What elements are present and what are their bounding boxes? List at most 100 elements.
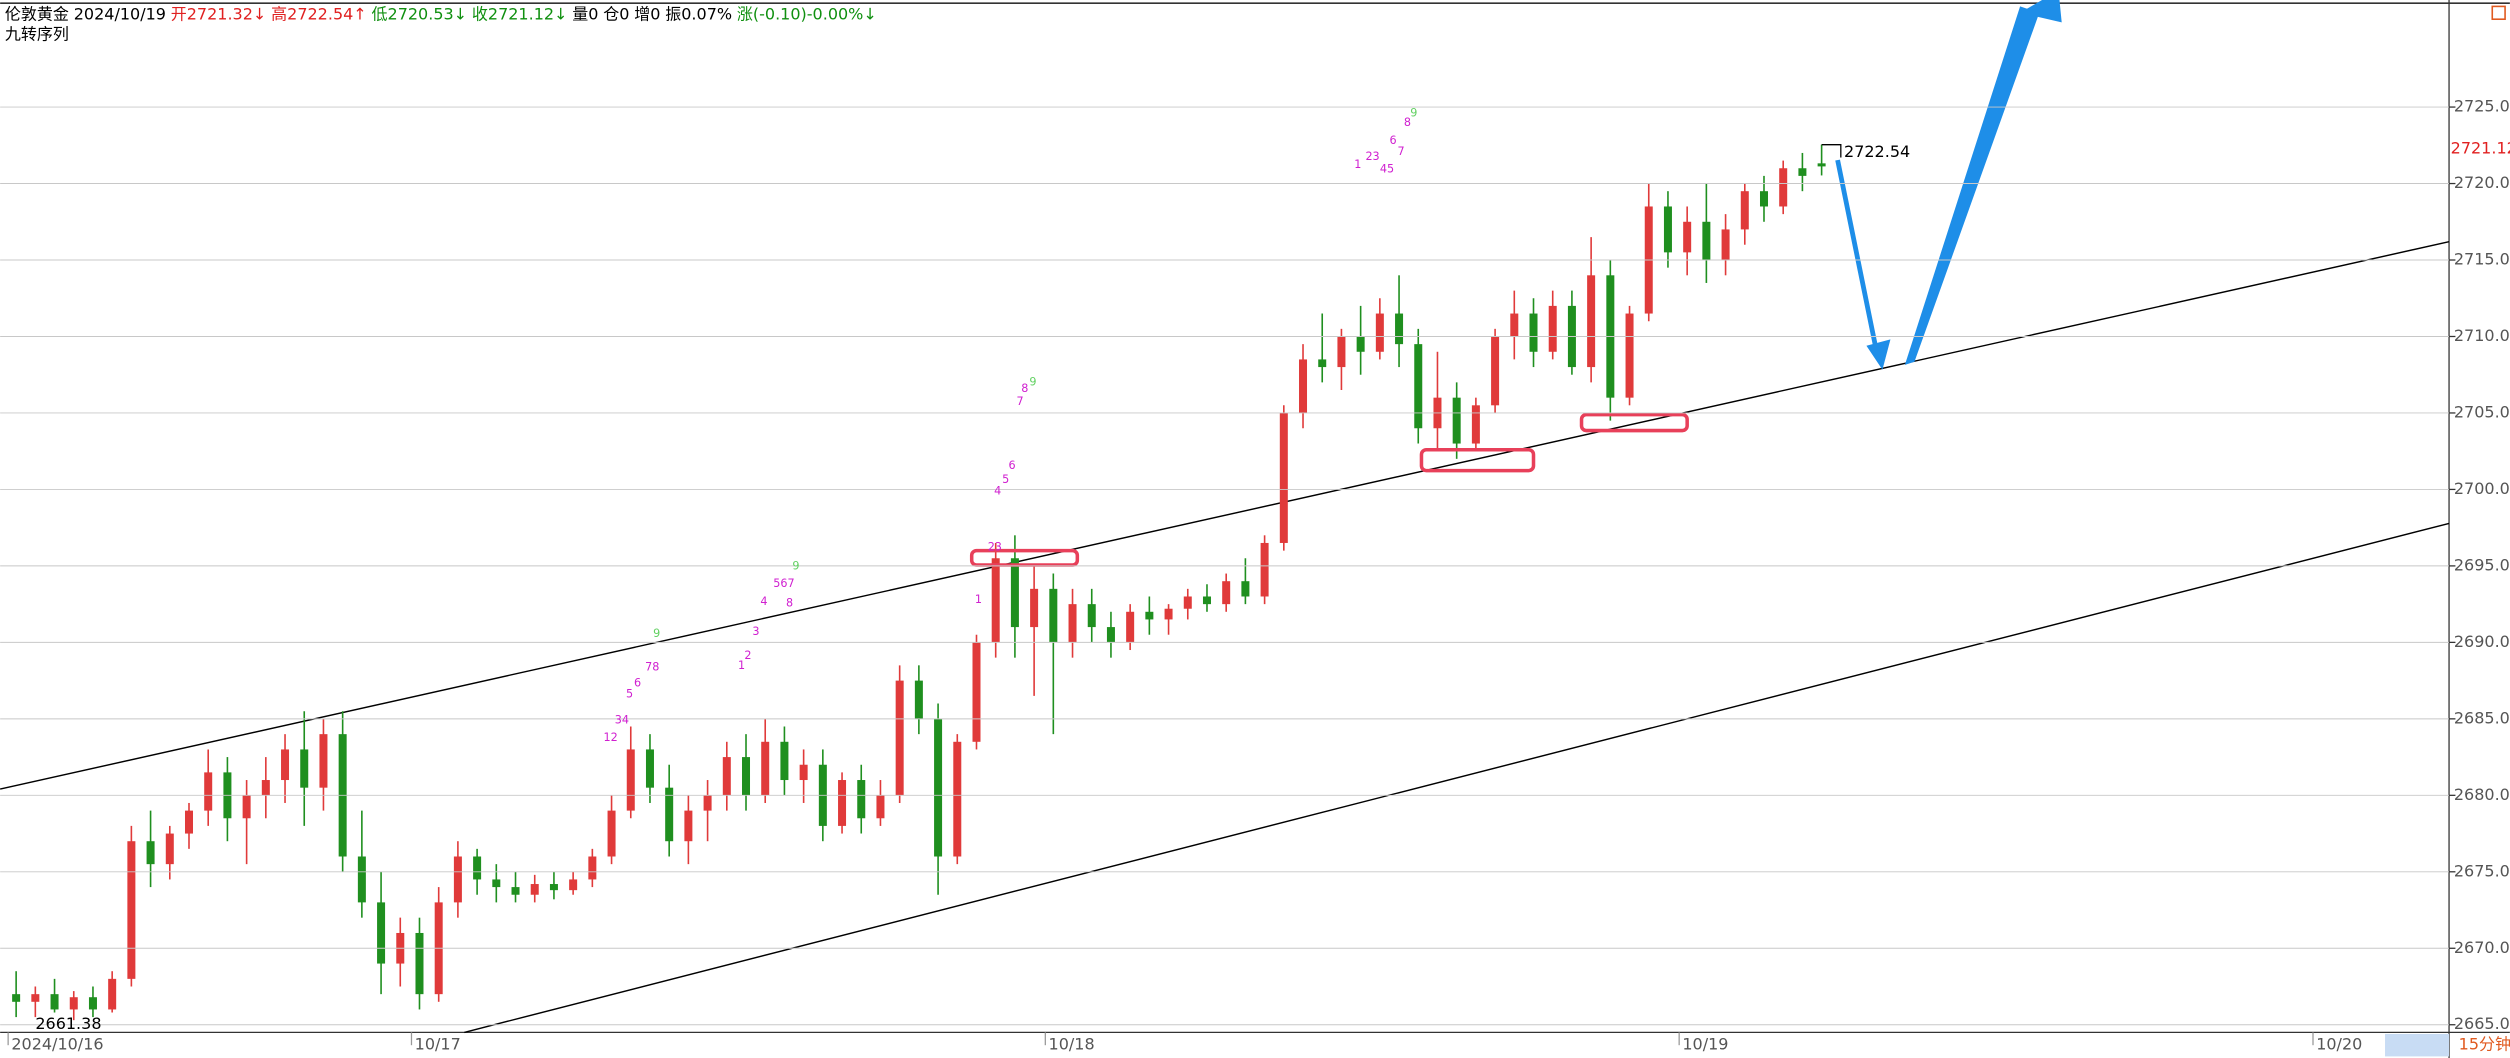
candle-body bbox=[684, 810, 693, 842]
candle-body bbox=[1529, 313, 1538, 352]
candle-body bbox=[1010, 558, 1019, 628]
td-count: 1 bbox=[975, 593, 982, 606]
candle-body bbox=[165, 833, 174, 865]
arrow-up bbox=[1904, 6, 2040, 365]
candle-body bbox=[1356, 336, 1365, 352]
candle-body bbox=[530, 884, 539, 895]
y-tick-label: 2725.00 bbox=[2454, 97, 2510, 116]
candle-body bbox=[703, 795, 712, 811]
trend-line-lower bbox=[464, 522, 2450, 1034]
y-tick-label: 2695.00 bbox=[2454, 555, 2510, 574]
candle-body bbox=[1279, 412, 1288, 543]
candle-body bbox=[895, 680, 904, 796]
candle-body bbox=[1798, 168, 1807, 176]
candle-body bbox=[511, 887, 520, 895]
td-count: 23 bbox=[1365, 150, 1379, 163]
candle-body bbox=[1299, 359, 1308, 413]
candle-body bbox=[626, 749, 635, 811]
arrow-down bbox=[1835, 159, 1879, 350]
candle-body bbox=[1702, 221, 1711, 261]
td-count: 23 bbox=[988, 540, 1002, 553]
candle-body bbox=[300, 749, 309, 788]
quote-header: 伦敦黄金 2024/10/19 开2721.32↓ 高2722.54↑ 低2720.53… bbox=[5, 4, 877, 23]
candle-body bbox=[88, 997, 97, 1010]
quote-field: 收2721.12↓ bbox=[472, 4, 568, 23]
td-count: 7 bbox=[1397, 145, 1404, 158]
candle-body bbox=[281, 749, 290, 781]
candle-body bbox=[319, 734, 328, 788]
candle-body bbox=[914, 680, 923, 719]
td-count: 45 bbox=[1380, 163, 1394, 176]
td-count: 9 bbox=[792, 560, 799, 573]
window-icon bbox=[2491, 5, 2506, 21]
highlight-box bbox=[969, 548, 1080, 567]
candle-body bbox=[665, 787, 674, 842]
x-tick-label: 2024/10/16 bbox=[11, 1035, 103, 1054]
candle-body bbox=[1759, 191, 1768, 207]
td-count: 1 bbox=[738, 659, 745, 672]
candle-body bbox=[569, 879, 578, 891]
arrow-head bbox=[1866, 339, 1891, 370]
quote-field: 量0 bbox=[572, 4, 598, 23]
candle-body bbox=[1260, 542, 1269, 597]
period-label: 15分钟 bbox=[2459, 1035, 2510, 1054]
quote-field: 增0 bbox=[634, 4, 660, 23]
candle-body bbox=[722, 757, 731, 796]
y-tick-label: 2670.00 bbox=[2454, 938, 2510, 957]
td-count: 12 bbox=[604, 731, 618, 744]
candle-body bbox=[1414, 344, 1423, 429]
quote-field: 仓0 bbox=[603, 4, 629, 23]
candle-body bbox=[799, 764, 808, 781]
candle-body bbox=[1587, 275, 1596, 368]
candle-body bbox=[242, 795, 251, 819]
candle-body bbox=[1779, 168, 1788, 207]
y-tick-label: 2705.00 bbox=[2454, 402, 2510, 421]
candle-body bbox=[1548, 305, 1557, 352]
candle-body bbox=[1491, 336, 1500, 406]
candle-body bbox=[1471, 405, 1480, 444]
candle-body bbox=[991, 558, 1000, 643]
candle-body bbox=[780, 741, 789, 781]
candle-body bbox=[453, 856, 462, 903]
candle-body bbox=[415, 932, 424, 995]
td-count: 9 bbox=[1029, 376, 1036, 389]
candle-body bbox=[50, 994, 59, 1010]
candle-body bbox=[1202, 596, 1211, 605]
candle-body bbox=[204, 772, 213, 811]
td-count: 9 bbox=[653, 627, 660, 640]
td-count: 34 bbox=[615, 713, 629, 726]
candle-body bbox=[146, 841, 155, 865]
highlight-box bbox=[1579, 412, 1689, 433]
candle-body bbox=[12, 994, 21, 1002]
td-count: 5 bbox=[1002, 473, 1009, 486]
td-count: 8 bbox=[786, 596, 793, 609]
period-highlight bbox=[2385, 1033, 2450, 1057]
candle-body bbox=[1145, 611, 1154, 620]
td-count: 78 bbox=[645, 660, 659, 673]
quote-field: 2024/10/19 bbox=[74, 4, 166, 23]
y-tick-label: 2690.00 bbox=[2454, 632, 2510, 651]
candle-body bbox=[934, 718, 943, 857]
indicator-name: 九转序列 bbox=[5, 25, 69, 44]
candle-body bbox=[108, 978, 117, 1010]
td-count: 3 bbox=[752, 625, 759, 638]
high-marker bbox=[1821, 144, 1842, 158]
trend-line-upper bbox=[0, 240, 2450, 790]
candle-body bbox=[1683, 221, 1692, 253]
y-tick-label: 2700.00 bbox=[2454, 479, 2510, 498]
candle-body bbox=[1318, 359, 1327, 368]
quote-field: 低2720.53↓ bbox=[372, 4, 468, 23]
highlight-box bbox=[1419, 448, 1536, 473]
td-count: 5 bbox=[626, 688, 633, 701]
candle-body bbox=[1817, 163, 1826, 167]
candle-body bbox=[588, 856, 597, 880]
td-count: 6 bbox=[634, 676, 641, 689]
candle-body bbox=[1510, 313, 1519, 337]
low-label: 2661.38 bbox=[35, 1014, 101, 1033]
quote-field: 振0.07% bbox=[665, 4, 732, 23]
candle-body bbox=[1740, 191, 1749, 230]
candle-body bbox=[127, 841, 136, 979]
td-count: 567 bbox=[773, 577, 794, 590]
